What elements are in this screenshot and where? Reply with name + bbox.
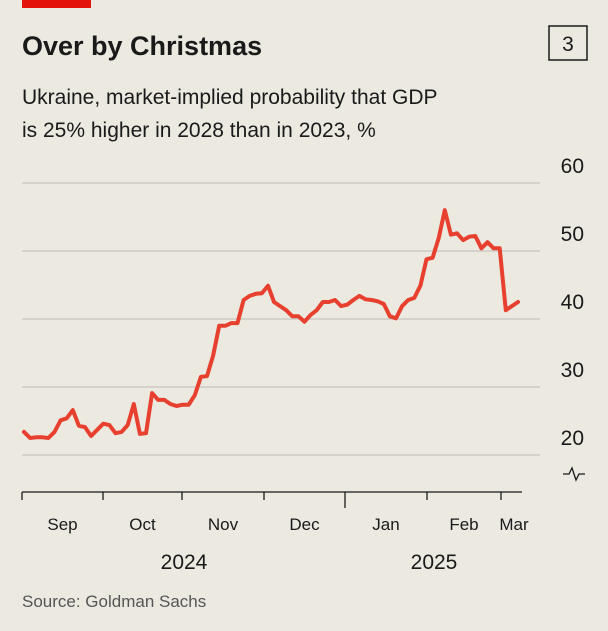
subtitle: Ukraine, market-implied probability that…	[22, 86, 438, 109]
brand-bar	[22, 0, 91, 8]
axis-break	[563, 466, 585, 482]
chart-number: 3	[562, 33, 574, 56]
subtitle: is 25% higher in 2028 than in 2023, %	[22, 119, 376, 142]
x-tick-label: Oct	[129, 515, 156, 534]
y-tick-label: 40	[561, 291, 584, 314]
y-tick-label: 20	[561, 427, 584, 450]
x-tick-label: Nov	[208, 515, 239, 534]
x-tick-label: Dec	[289, 515, 320, 534]
x-tick-label: Mar	[499, 515, 529, 534]
y-tick-label: 50	[561, 223, 584, 246]
y-tick-label: 60	[561, 155, 584, 178]
chart-title: Over by Christmas	[22, 31, 262, 61]
source: Source: Goldman Sachs	[22, 592, 206, 611]
x-tick-label: Feb	[449, 515, 478, 534]
y-tick-label: 30	[561, 359, 584, 382]
data-line	[22, 208, 520, 440]
chart-number-box	[548, 25, 588, 61]
year-label: 2024	[161, 551, 208, 574]
x-tick-label: Sep	[47, 515, 77, 534]
x-tick-label: Jan	[372, 515, 399, 534]
year-label: 2025	[411, 551, 458, 574]
